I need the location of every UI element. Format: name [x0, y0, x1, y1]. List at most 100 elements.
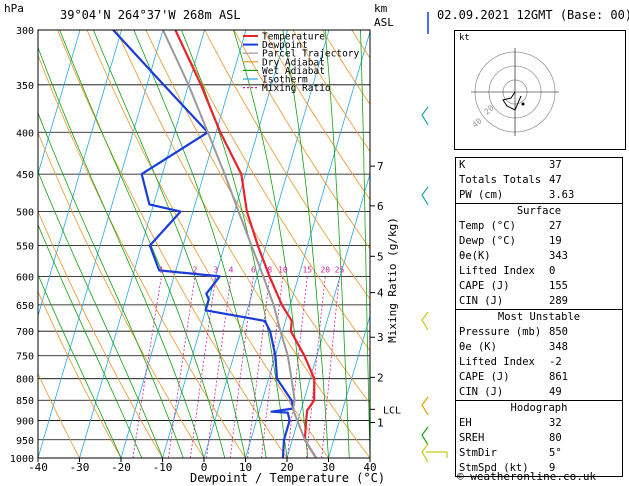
index-label: Totals Totals — [459, 174, 542, 186]
mixing-ratio-label: 4 — [229, 265, 234, 274]
index-value: 3.63 — [549, 189, 575, 201]
mixing-ratio-label: 1 — [159, 265, 164, 274]
mixing-ratio-label: 3 — [213, 265, 218, 274]
mixing-ratio-line — [229, 276, 254, 458]
pressure-tick-label: 700 — [16, 327, 34, 338]
pressure-tick-label: 350 — [16, 81, 34, 92]
x-tick-label: 40 — [363, 461, 376, 474]
index-row: CIN (J) 289 — [456, 294, 623, 310]
index-row: θe(K) 343 — [456, 249, 623, 264]
legend-entry: Dewpoint — [262, 40, 308, 51]
dry-adiabat-line — [174, 30, 370, 352]
index-value: 19 — [549, 235, 562, 247]
pressure-tick-label: 850 — [16, 396, 34, 407]
index-label: EH — [459, 417, 472, 429]
dry-adiabat-line — [38, 54, 246, 458]
wet-adiabat-line — [38, 46, 205, 458]
index-row: Dewp (°C) 19 — [456, 234, 623, 249]
x-tick-label: -10 — [153, 461, 173, 474]
section-header: Most Unstable — [455, 309, 623, 325]
indices-table: K 37 Totals Totals 47 PW (cm) 3.63 Surface Temp… — [455, 157, 623, 477]
index-label: Temp (°C) — [459, 220, 516, 232]
mixing-ratio-line — [168, 276, 196, 458]
index-value: 49 — [549, 386, 562, 398]
wind-barb — [421, 443, 429, 463]
mixing-ratio-line — [287, 276, 308, 458]
wind-barbs — [421, 12, 448, 463]
index-value: 37 — [549, 159, 562, 171]
mixing-ratio-line — [247, 276, 271, 458]
hpa-unit: hPa — [4, 2, 24, 15]
pressure-tick-label: 300 — [16, 26, 34, 37]
x-axis-label: Dewpoint / Temperature (°C) — [190, 471, 385, 485]
index-label: StmSpd (kt) — [459, 462, 529, 474]
mixing-ratio-label: 6 — [251, 265, 256, 274]
location-title: 39°04'N 264°37'W 268m ASL — [60, 8, 241, 22]
wind-barb — [421, 426, 429, 446]
index-value: 289 — [549, 295, 568, 307]
section-title: Hodograph — [455, 400, 623, 416]
km-tick-label: 7 — [377, 160, 384, 173]
wet-adiabat-line — [38, 273, 122, 458]
section-title: Surface — [455, 203, 623, 219]
index-label: CAPE (J) — [459, 280, 510, 292]
index-value: 27 — [549, 220, 562, 232]
index-row: Lifted Index -2 — [456, 355, 623, 370]
km-tick-label: 2 — [377, 371, 384, 384]
km-tick-label: 3 — [377, 331, 384, 344]
km-tick-label: 1 — [377, 417, 384, 430]
index-row: K 37 — [456, 158, 623, 174]
isotherm-line — [38, 30, 122, 318]
pressure-tick-label: 500 — [16, 208, 34, 219]
isotherm-line — [245, 30, 370, 458]
pressure-tick-label: 400 — [16, 128, 34, 139]
index-row: EH 32 — [456, 416, 623, 431]
mixing-ratio-label: 10 — [278, 265, 288, 274]
index-row: θe (K) 348 — [456, 340, 623, 355]
index-value: 343 — [549, 250, 568, 262]
isotherm-line — [286, 172, 370, 458]
hodograph-frame — [454, 30, 626, 150]
dry-adiabat-line — [145, 30, 370, 405]
index-row: StmDir 5° — [456, 446, 623, 461]
dry-adiabat-line — [38, 131, 205, 458]
hodo-trace — [502, 91, 522, 111]
km-unit: km — [374, 2, 388, 15]
index-label: CAPE (J) — [459, 371, 510, 383]
mixing-ratio-line — [261, 276, 284, 458]
index-value: 0 — [549, 265, 556, 277]
legend-entry: Wet Adiabat — [262, 66, 325, 77]
km-tick-label: 4 — [377, 287, 384, 300]
index-label: Pressure (mb) — [459, 326, 542, 338]
index-label: Lifted Index — [459, 265, 535, 277]
pressure-tick-label: 550 — [16, 241, 34, 252]
index-label: Dewp (°C) — [459, 235, 516, 247]
series-line-temperature — [174, 30, 318, 458]
wind-barb — [421, 106, 429, 126]
dry-adiabat-line — [292, 30, 370, 153]
wet-adiabat-line — [324, 30, 350, 458]
wet-adiabat-line — [38, 223, 143, 458]
legend-entry: Mixing Ratio — [262, 83, 331, 94]
index-value: 861 — [549, 371, 568, 383]
asl-unit: ASL — [374, 16, 394, 29]
wet-adiabat-line — [233, 30, 309, 458]
dry-adiabat-line — [116, 30, 370, 458]
dry-adiabat-line — [263, 30, 370, 201]
x-tick-label: -40 — [28, 461, 48, 474]
index-row: CAPE (J) 155 — [456, 279, 623, 294]
index-row: CAPE (J) 861 — [456, 370, 623, 385]
wind-barb — [421, 186, 429, 206]
copyright: © weatheronline.co.uk — [457, 470, 597, 483]
wet-adiabat-line — [38, 112, 184, 458]
index-row: StmSpd (kt) 9 — [456, 461, 623, 477]
km-tick-label: 6 — [377, 200, 384, 213]
x-tick-label: 20 — [280, 461, 293, 474]
x-tick-label: -30 — [70, 461, 90, 474]
dry-adiabat-line — [38, 210, 163, 458]
isotherm-line — [79, 30, 205, 458]
mixing-ratio-label: 15 — [302, 265, 312, 274]
isotherm-line — [203, 30, 330, 458]
wet-adiabat-line — [38, 170, 163, 458]
